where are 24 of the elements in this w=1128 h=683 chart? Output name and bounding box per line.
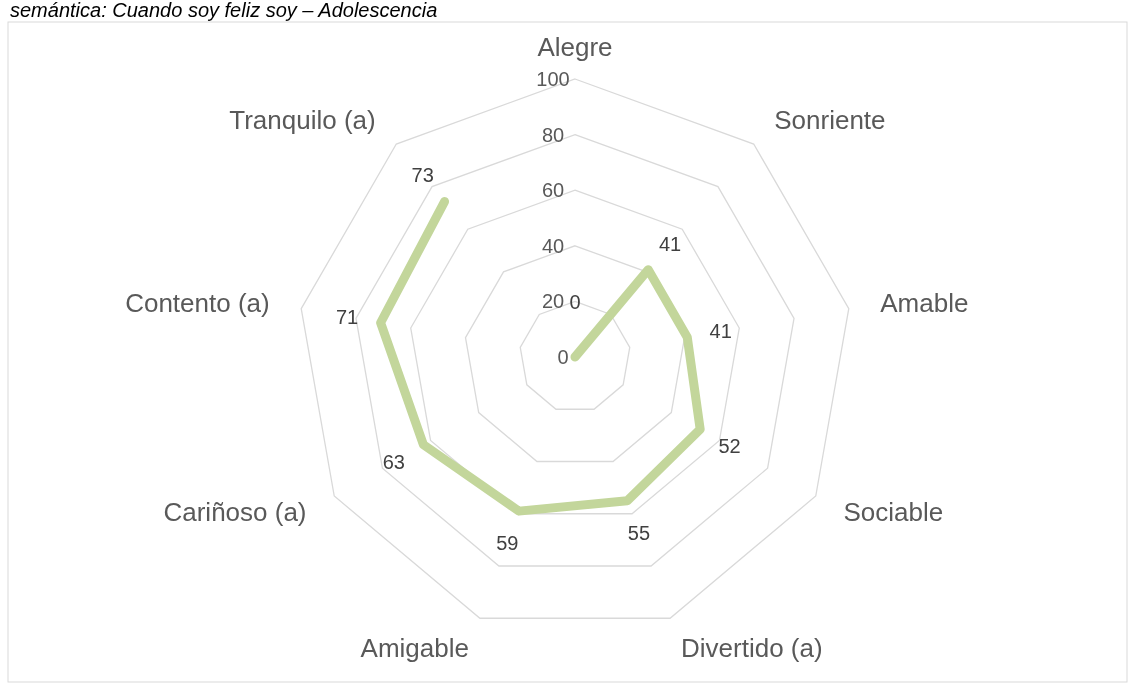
y-tick-label: 80 (541, 123, 565, 146)
data-label: 63 (382, 450, 405, 473)
data-label: 73 (411, 164, 434, 187)
spoke-label: Amigable (360, 633, 469, 664)
data-label: 55 (627, 521, 651, 544)
data-label: 52 (718, 435, 741, 458)
y-tick-label: 0 (557, 346, 569, 368)
chart-title: semántica: Cuando soy feliz soy – Adolescencia (10, 0, 438, 21)
spoke-label: Tranquilo (a) (229, 104, 376, 135)
data-label: 41 (658, 232, 682, 255)
spoke-label: Divertido (a) (681, 633, 823, 664)
spoke-label: Sonriente (774, 104, 886, 135)
y-tick-label: 100 (536, 68, 570, 90)
spoke-label: Alegre (537, 32, 613, 62)
spoke-label: Cariñoso (a) (163, 497, 307, 527)
spoke-label: Amable (880, 288, 969, 319)
data-label: 41 (709, 320, 732, 343)
y-tick-label: 40 (541, 234, 565, 257)
data-label: 59 (496, 532, 519, 555)
y-tick-label: 60 (541, 179, 565, 202)
y-tick-label: 20 (541, 290, 565, 313)
spoke-label: Contento (a) (125, 288, 270, 319)
spoke-label: Sociable (843, 497, 944, 527)
data-label: 71 (336, 305, 359, 328)
